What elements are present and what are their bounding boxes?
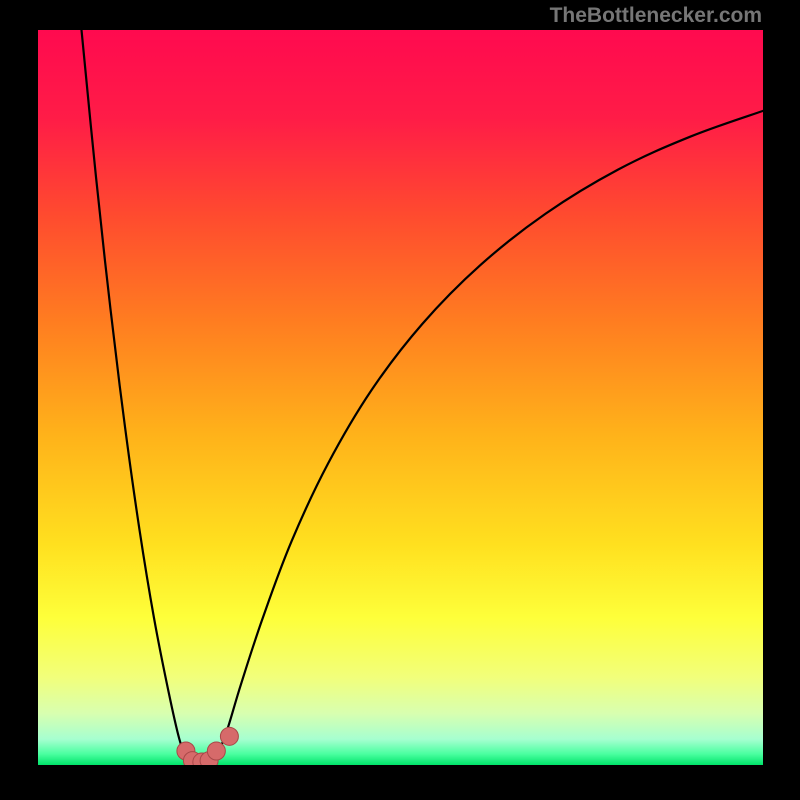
curves-layer xyxy=(0,0,800,800)
marker-point xyxy=(220,727,238,745)
marker-point xyxy=(207,742,225,760)
right-curve xyxy=(216,111,763,759)
left-curve xyxy=(82,30,187,758)
watermark-text: TheBottlenecker.com xyxy=(550,4,762,28)
chart-frame: TheBottlenecker.com xyxy=(0,0,800,800)
